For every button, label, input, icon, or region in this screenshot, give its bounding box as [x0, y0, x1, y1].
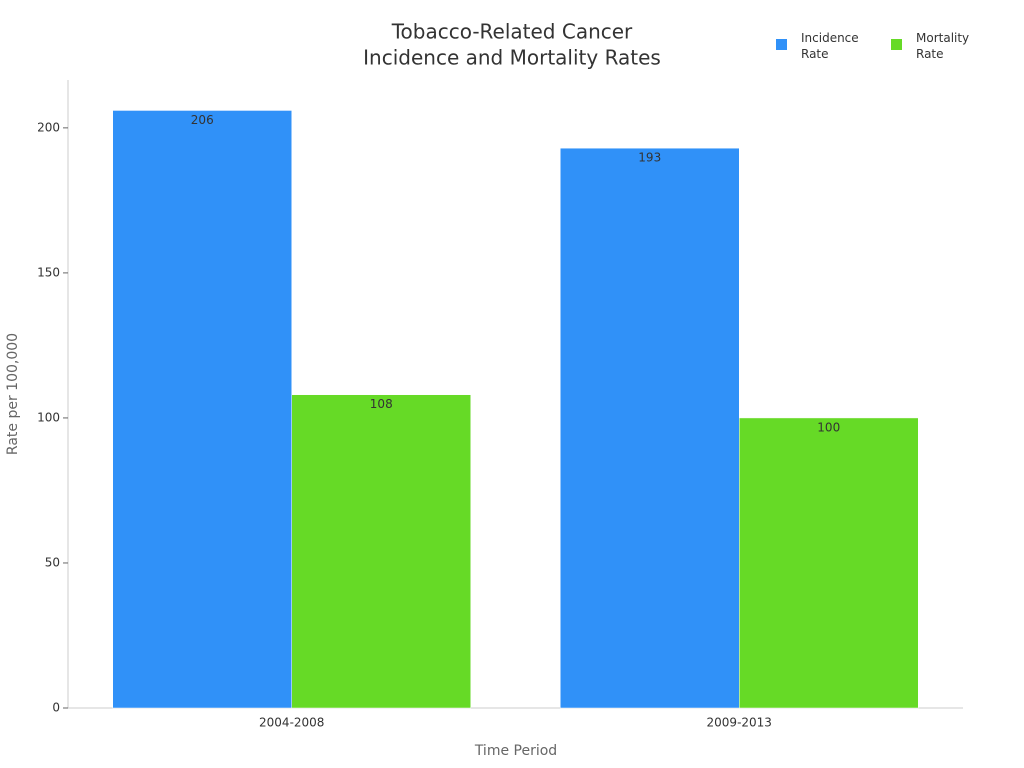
data-label: 193: [638, 151, 661, 165]
y-tick-label: 0: [52, 701, 60, 715]
legend-swatch: [891, 39, 902, 50]
y-tick-label: 100: [37, 410, 60, 424]
data-label: 108: [370, 397, 393, 411]
legend-label: Mortality Rate: [916, 31, 970, 61]
bar: [739, 417, 919, 709]
legend-item: Incidence Rate: [776, 30, 873, 62]
data-label: 100: [817, 420, 840, 434]
data-label: 206: [191, 113, 214, 127]
y-tick-label: 150: [37, 265, 60, 279]
legend-swatch: [776, 39, 787, 50]
legend: Incidence Rate Mortality Rate: [776, 30, 988, 62]
x-tick-label: 2009-2013: [707, 716, 772, 730]
chart-title: Tobacco-Related Cancer: [391, 20, 633, 44]
y-axis-title: Rate per 100,000: [5, 333, 21, 455]
legend-item: Mortality Rate: [891, 30, 988, 62]
y-tick-label: 200: [37, 120, 60, 134]
x-axis-title: Time Period: [474, 743, 557, 759]
bar: [560, 147, 740, 709]
bar: [291, 394, 471, 709]
chart-title: Incidence and Mortality Rates: [363, 46, 661, 70]
legend-label: Incidence Rate: [801, 31, 859, 61]
y-tick-label: 50: [45, 555, 60, 569]
x-tick-label: 2004-2008: [259, 716, 324, 730]
bar: [112, 110, 292, 709]
